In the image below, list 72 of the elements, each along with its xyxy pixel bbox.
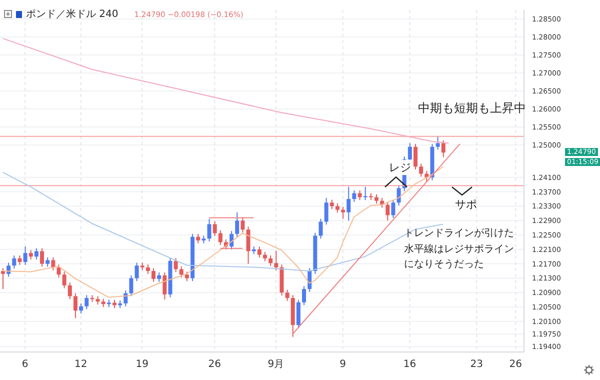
chart-title: ポンド／米ドル 240 xyxy=(26,8,118,21)
candlestick xyxy=(346,186,351,222)
candlestick xyxy=(246,226,250,264)
candlestick xyxy=(23,246,28,266)
candlestick xyxy=(408,142,412,163)
candlestick xyxy=(68,282,72,300)
candlestick xyxy=(263,251,267,262)
candlestick xyxy=(396,184,401,206)
x-tick-label: 9 xyxy=(340,359,346,370)
candlestick xyxy=(330,199,334,210)
candlestick xyxy=(56,264,61,278)
candlestick xyxy=(374,194,378,204)
candlestick xyxy=(40,248,44,268)
candlestick xyxy=(257,246,262,258)
candlestick xyxy=(152,268,156,282)
candlestick xyxy=(296,299,300,328)
candlestick xyxy=(358,190,362,201)
x-tick-label: 16 xyxy=(403,359,416,370)
candlestick xyxy=(324,197,328,226)
candlestick xyxy=(302,286,306,306)
candlestick xyxy=(12,255,16,269)
candlestick xyxy=(146,264,150,274)
annotation: 中期も短期も上昇中 xyxy=(418,100,526,117)
candlestick xyxy=(436,136,440,150)
candlestick xyxy=(51,256,56,271)
x-tick-label: 12 xyxy=(74,359,88,370)
candlestick xyxy=(341,206,346,220)
candlestick xyxy=(162,272,167,300)
annotation: トレンドラインが引けた水平線はレジサポラインになりそうだった xyxy=(404,227,514,272)
annotation: レジ xyxy=(389,160,411,175)
candlestick xyxy=(212,220,217,237)
candlestick xyxy=(79,302,84,314)
x-tick-label: 26 xyxy=(208,359,221,370)
x-tick-label: 26 xyxy=(509,359,522,370)
candlestick xyxy=(218,230,222,246)
candlestick xyxy=(174,258,178,273)
candlestick xyxy=(386,201,390,222)
x-tick-label: 23 xyxy=(470,359,483,370)
annotation: サポ xyxy=(455,197,477,212)
candlestick xyxy=(414,143,418,170)
x-tick-label: 6 xyxy=(22,359,28,370)
candlestick xyxy=(62,271,66,289)
x-tick-label: 19 xyxy=(136,359,149,370)
candlestick xyxy=(28,250,33,260)
candlestick xyxy=(268,255,273,266)
candlestick xyxy=(308,268,312,292)
candlestick xyxy=(73,292,78,319)
candlestick xyxy=(46,256,50,268)
candlestick xyxy=(18,255,22,266)
candlestick xyxy=(134,262,139,282)
candlestick xyxy=(1,268,5,290)
candlestick xyxy=(207,218,212,242)
candlestick xyxy=(391,199,396,219)
x-tick-label: 9月 xyxy=(268,359,284,370)
candlestick xyxy=(129,274,134,297)
candlestick xyxy=(6,262,11,278)
candlestick xyxy=(335,202,340,214)
candlestick xyxy=(274,250,278,271)
candlestick xyxy=(157,272,162,282)
candlestick xyxy=(84,294,89,310)
candlestick xyxy=(419,163,424,178)
candlestick xyxy=(363,186,368,201)
candlestick xyxy=(34,248,38,260)
candlestick xyxy=(318,218,323,240)
candlestick xyxy=(179,266,184,278)
candlestick xyxy=(235,212,240,238)
candlestick xyxy=(240,217,245,233)
candlestick xyxy=(196,233,200,244)
candlestick xyxy=(441,140,446,158)
candlestick xyxy=(285,289,290,302)
candlestick xyxy=(184,271,189,282)
candlestick xyxy=(352,190,356,202)
